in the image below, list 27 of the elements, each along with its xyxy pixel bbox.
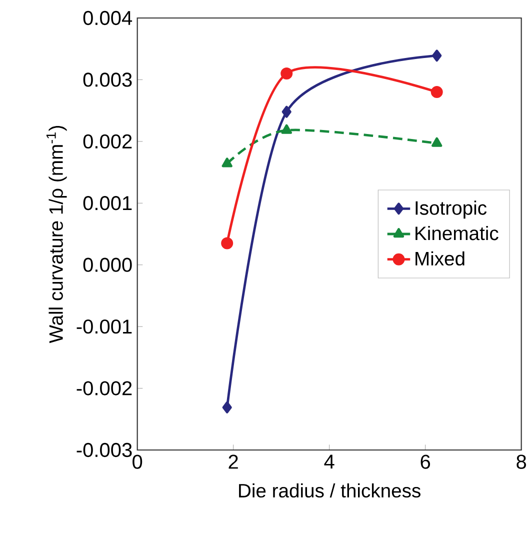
point [280,68,293,80]
point [222,401,232,414]
y-tick-label: -0.002 [76,381,132,396]
y-tick-label: -0.001 [76,319,132,334]
x-tick-label: 4 [324,454,334,468]
x-tick-label: 6 [420,454,430,469]
point [282,106,292,118]
legend-label: Mixed [416,251,464,266]
y-tick-label: 0.004 [83,10,132,26]
y-axis-title: Wall curvature 1/ρ (mm$^{-1}$) [46,126,67,344]
legend-label: Isotropic [416,200,487,219]
x-tick-label: 2 [228,454,238,469]
y-tick-label: 0.002 [83,134,132,148]
point [432,50,442,62]
x-axis-title: Die radius / thickness [239,483,420,498]
point [281,124,292,134]
y-tick-label: 0.000 [83,258,132,272]
point [430,86,443,98]
x-tick-label: 0 [132,454,142,469]
y-tick-label: -0.003 [76,442,132,458]
point [222,158,232,168]
y-tick-label: 0.003 [83,72,132,87]
point [221,237,234,250]
x-tick-label: 8 [516,454,526,469]
y-tick-label: 0.001 [83,196,132,210]
legend-label: Kinematic [416,226,498,240]
point [431,137,442,147]
